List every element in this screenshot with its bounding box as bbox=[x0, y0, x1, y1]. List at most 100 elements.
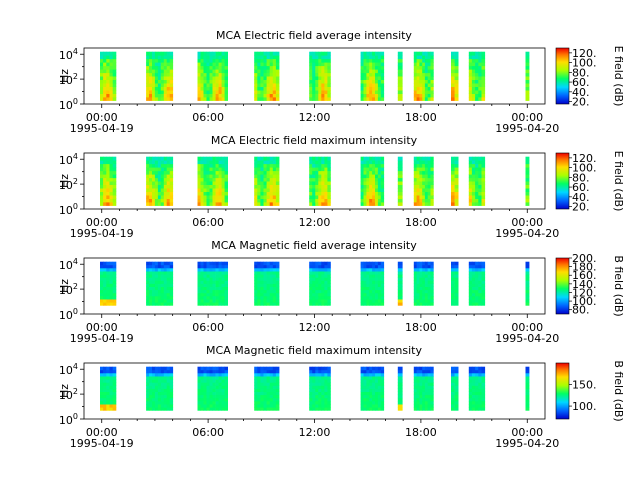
spectrogram-cell bbox=[149, 167, 153, 172]
spectrogram-cell bbox=[478, 404, 482, 408]
spectrogram-cell bbox=[312, 72, 316, 77]
spectrogram-cell bbox=[424, 394, 429, 399]
spectrogram-cell bbox=[375, 401, 379, 405]
spectrogram-cell bbox=[478, 274, 482, 278]
spectrogram-cell bbox=[263, 69, 267, 74]
spectrogram-cell bbox=[397, 302, 403, 306]
spectrogram-cell bbox=[424, 55, 429, 60]
spectrogram-cell bbox=[422, 385, 426, 389]
spectrogram-cell bbox=[413, 271, 417, 275]
spectrogram-cell bbox=[149, 177, 153, 182]
spectrogram-cell bbox=[416, 69, 420, 74]
spectrogram-cell bbox=[315, 184, 319, 189]
spectrogram-cell bbox=[481, 369, 486, 374]
spectrogram-cell bbox=[266, 274, 271, 278]
spectrogram-cell bbox=[481, 292, 486, 297]
spectrogram-cell bbox=[109, 268, 114, 272]
spectrogram-cell bbox=[372, 404, 376, 408]
spectrogram-cell bbox=[275, 286, 280, 291]
spectrogram-cell bbox=[397, 156, 403, 161]
spectrogram-cell bbox=[209, 296, 213, 300]
spectrogram-cell bbox=[266, 170, 271, 175]
spectrogram-cell bbox=[422, 51, 426, 56]
spectrogram-cell bbox=[157, 391, 162, 396]
spectrogram-cell bbox=[203, 388, 207, 392]
spectrogram-cell bbox=[375, 268, 379, 272]
spectrogram-cell bbox=[363, 292, 367, 297]
colorbar-tick-label: 180. bbox=[572, 261, 597, 274]
spectrogram-cell bbox=[203, 407, 207, 411]
spectrogram-cell bbox=[275, 97, 280, 101]
spectrogram-cell bbox=[100, 407, 104, 411]
spectrogram-cell bbox=[218, 373, 222, 377]
spectrogram-cell bbox=[109, 97, 114, 101]
spectrogram-cell bbox=[422, 379, 426, 383]
spectrogram-cell bbox=[312, 62, 316, 67]
spectrogram-cell bbox=[413, 286, 417, 291]
spectrogram-cell bbox=[218, 296, 222, 300]
spectrogram-cell bbox=[263, 382, 267, 386]
spectrogram-cell bbox=[221, 181, 225, 185]
spectrogram-cell bbox=[152, 385, 156, 389]
spectrogram-cell bbox=[212, 202, 216, 206]
spectrogram-cell bbox=[327, 58, 331, 63]
spectrogram-cell bbox=[160, 72, 165, 77]
spectrogram-cell bbox=[419, 177, 423, 182]
spectrogram-cell bbox=[360, 382, 364, 386]
spectrogram-cell bbox=[369, 160, 373, 165]
spectrogram-cell bbox=[221, 289, 225, 294]
spectrogram-cell bbox=[380, 202, 385, 206]
spectrogram-cell bbox=[422, 93, 426, 98]
spectrogram-cell bbox=[380, 55, 385, 60]
spectrogram-cell bbox=[152, 404, 156, 408]
spectrogram-cell bbox=[154, 369, 159, 374]
spectrogram-cell bbox=[254, 366, 258, 371]
spectrogram-cell bbox=[260, 391, 264, 396]
spectrogram-cell bbox=[169, 202, 174, 206]
spectrogram-cell bbox=[200, 184, 204, 189]
spectrogram-cell bbox=[369, 296, 373, 300]
spectrogram-cell bbox=[468, 195, 473, 199]
spectrogram-cell bbox=[257, 188, 261, 192]
spectrogram-cell bbox=[481, 274, 486, 278]
spectrogram-cell bbox=[416, 65, 420, 70]
spectrogram-cell bbox=[254, 268, 258, 272]
spectrogram-cell bbox=[481, 76, 486, 80]
spectrogram-cell bbox=[197, 286, 201, 291]
spectrogram-cell bbox=[363, 382, 367, 386]
spectrogram-cell bbox=[163, 202, 168, 206]
spectrogram-cell bbox=[206, 404, 210, 408]
spectrogram-cell bbox=[166, 373, 171, 377]
spectrogram-cell bbox=[416, 391, 420, 396]
spectrogram-cell bbox=[471, 198, 476, 203]
spectrogram-cell bbox=[149, 188, 153, 192]
spectrogram-cell bbox=[275, 366, 280, 371]
spectrogram-cell bbox=[363, 69, 367, 74]
spectrogram-cell bbox=[413, 198, 417, 203]
spectrogram-cell bbox=[152, 397, 156, 402]
spectrogram-cell bbox=[269, 160, 274, 165]
spectrogram-cell bbox=[218, 274, 222, 278]
spectrogram-cell bbox=[525, 76, 530, 80]
spectrogram-cell bbox=[430, 286, 434, 291]
spectrogram-cell bbox=[221, 58, 225, 63]
spectrogram-cell bbox=[215, 261, 219, 266]
spectrogram-cell bbox=[413, 202, 417, 206]
spectrogram-cell bbox=[327, 195, 331, 199]
spectrogram-cell bbox=[209, 261, 213, 266]
spectrogram-cell bbox=[315, 261, 319, 266]
spectrogram-cell bbox=[218, 292, 222, 297]
spectrogram-cell bbox=[468, 264, 473, 269]
spectrogram-cell bbox=[218, 170, 222, 175]
spectrogram-cell bbox=[372, 86, 376, 91]
spectrogram-cell bbox=[321, 90, 325, 94]
spectrogram-cell bbox=[481, 195, 486, 199]
spectrogram-cell bbox=[197, 79, 201, 84]
spectrogram-cell bbox=[254, 202, 258, 206]
spectrogram-cell bbox=[257, 299, 261, 303]
spectrogram-cell bbox=[525, 407, 530, 411]
spectrogram-cell bbox=[206, 366, 210, 371]
spectrogram-cell bbox=[413, 170, 417, 175]
spectrogram-cell bbox=[315, 62, 319, 67]
spectrogram-cell bbox=[369, 401, 373, 405]
